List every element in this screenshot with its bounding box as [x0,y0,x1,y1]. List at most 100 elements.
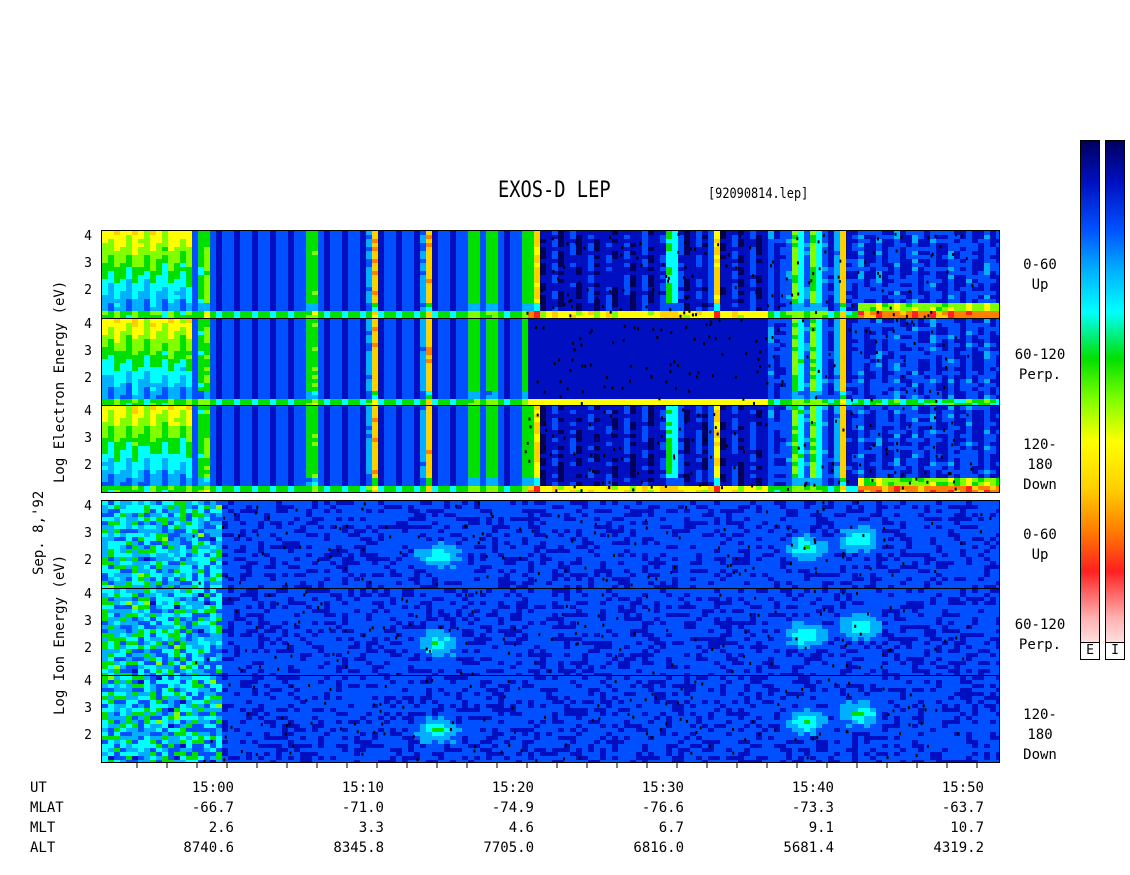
noise-speck [669,370,672,374]
noise-speck [839,259,842,263]
noise-speck [812,272,815,276]
noise-speck [578,756,581,760]
noise-speck [669,363,672,367]
noise-speck [667,279,670,283]
noise-speck [480,590,483,594]
noise-speck [660,328,663,332]
noise-speck [503,695,506,699]
noise-speck [780,383,783,387]
noise-speck [361,507,364,511]
noise-speck [714,337,717,341]
noise-speck [850,398,853,402]
y-tick-label: 4 [78,587,92,602]
electron-spectrogram [102,319,999,405]
noise-speck [536,380,539,384]
noise-speck [806,756,809,760]
noise-speck [451,721,454,725]
noise-speck [690,247,693,251]
noise-speck [934,569,937,573]
noise-speck [612,341,615,345]
noise-speck [819,612,822,616]
noise-speck [678,536,681,540]
noise-speck [907,706,910,710]
noise-speck [317,606,320,610]
noise-speck [900,235,903,239]
noise-speck [697,371,700,375]
noise-speck [203,759,206,762]
noise-speck [753,401,756,405]
noise-speck [363,502,366,506]
noise-speck [929,425,932,429]
noise-speck [926,480,929,484]
noise-speck [651,692,654,696]
noise-speck [255,753,258,757]
noise-speck [513,730,516,734]
noise-speck [511,706,514,710]
noise-speck [831,469,834,473]
noise-speck [210,739,213,743]
noise-speck [535,759,538,762]
noise-speck [774,610,777,614]
noise-speck [569,369,572,373]
noise-speck [303,593,306,597]
noise-speck [613,447,616,451]
noise-speck [528,459,531,463]
noise-speck [787,527,790,531]
noise-speck [589,330,592,334]
noise-speck [608,480,611,484]
noise-speck [580,520,583,524]
noise-speck [851,304,854,308]
colorbar-ion [1105,140,1125,660]
noise-speck [277,667,280,671]
noise-speck [619,648,622,652]
noise-speck [775,524,778,528]
noise-speck [908,289,911,293]
noise-speck [469,684,472,688]
noise-speck [785,277,788,281]
noise-speck [810,279,813,283]
noise-speck [590,453,593,457]
noise-speck [892,329,895,333]
noise-speck [734,432,737,436]
noise-speck [292,744,295,748]
noise-speck [725,264,728,268]
noise-speck [299,545,302,549]
noise-speck [650,485,653,489]
noise-speck [389,535,392,539]
noise-speck [329,688,332,692]
noise-speck [887,473,890,477]
noise-speck [757,613,760,617]
noise-speck [771,335,774,339]
noise-speck [801,687,804,691]
noise-speck [886,756,889,760]
noise-speck [887,712,890,716]
noise-speck [609,414,612,418]
noise-speck [471,610,474,614]
noise-speck [931,252,934,256]
noise-speck [850,412,853,416]
noise-speck [259,665,262,669]
electron-spectrogram [102,231,999,318]
noise-speck [256,533,259,537]
y-tick-label: 4 [78,229,92,244]
noise-speck [288,722,291,726]
noise-speck [502,637,505,641]
noise-speck [885,335,888,339]
electron-y-label: Log Electron Energy (eV) [52,281,68,483]
noise-speck [633,632,636,636]
electron-spectrogram [102,406,999,492]
noise-speck [368,628,371,632]
noise-speck [665,722,668,726]
noise-speck [781,380,784,384]
noise-speck [935,399,938,403]
row-label-ut: UT [30,780,47,796]
noise-speck [581,390,584,394]
noise-speck [565,604,568,608]
noise-speck [553,362,556,366]
noise-speck [435,582,438,586]
noise-speck [908,481,911,485]
noise-speck [733,466,736,470]
noise-speck [540,289,543,293]
noise-speck [223,758,226,762]
noise-speck [719,593,722,597]
